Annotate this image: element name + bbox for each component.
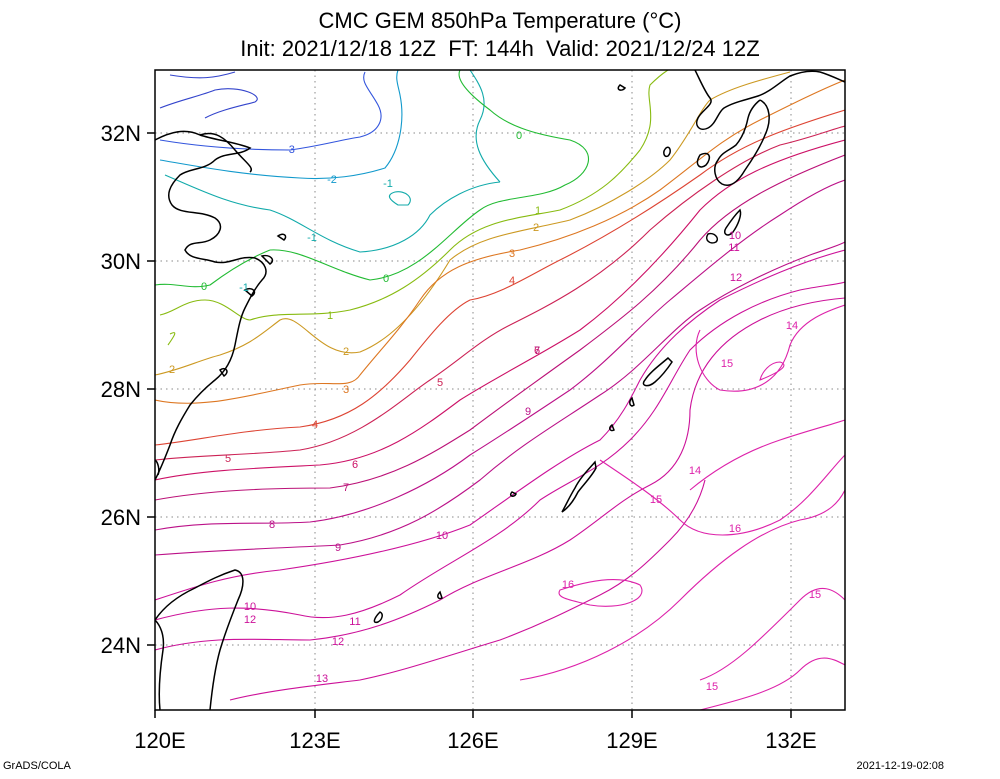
lon-label-126e: 126E [447, 728, 498, 753]
contour-label: 0 [383, 273, 389, 285]
contour-label: 0 [201, 281, 207, 293]
contour-label: 10 [729, 230, 741, 242]
footer-timestamp: 2021-12-19-02:08 [856, 760, 944, 772]
lat-label-30n: 30N [101, 249, 141, 274]
contour-label: 2 [533, 222, 539, 234]
contour-label: 10 [244, 601, 256, 613]
contour-label: 4 [312, 419, 318, 431]
contour-label: 12 [332, 636, 344, 648]
contour-label: 15 [721, 358, 733, 370]
contour-label: 12 [244, 614, 256, 626]
contour-label: 9 [335, 542, 341, 554]
contour-labels: -3-2 -1-1-1000112223344556677899101010111… [169, 130, 821, 693]
map-subtitle: Init: 2021/12/18 12Z FT: 144h Valid: 202… [240, 36, 760, 61]
contour-label: 5 [225, 453, 231, 465]
contour-label: 1 [535, 205, 541, 217]
contour-label: 5 [437, 377, 443, 389]
contour-label: 15 [809, 589, 821, 601]
map-title: CMC GEM 850hPa Temperature (°C) [318, 8, 682, 33]
grid-lines [155, 70, 845, 710]
contour-label: 9 [525, 406, 531, 418]
contour-label: 14 [689, 465, 701, 477]
contour-label: 1 [327, 310, 333, 322]
contour-label: 14 [786, 320, 798, 332]
contour-label: 16 [562, 579, 574, 591]
contour-label: 6 [352, 459, 358, 471]
contour-label: 2 [343, 346, 349, 358]
lat-label-32n: 32N [101, 121, 141, 146]
lon-label-129e: 129E [606, 728, 657, 753]
lon-label-132e: 132E [765, 728, 816, 753]
contour-label: 2 [169, 364, 175, 376]
map-frame [154, 69, 846, 711]
lat-label-28n: 28N [101, 377, 141, 402]
lat-label-24n: 24N [101, 633, 141, 658]
contour-label: 12 [730, 272, 742, 284]
contour-label: 10 [436, 530, 448, 542]
contour-label: 8 [269, 519, 275, 531]
contour-label: -1 [239, 282, 249, 294]
lon-label-123e: 123E [289, 728, 340, 753]
contour-label: 7 [343, 482, 349, 494]
contour-label: 6 [534, 345, 540, 357]
lon-label-120e: 120E [134, 728, 185, 753]
contour-label: 7 [534, 345, 540, 357]
contour-label: 3 [343, 384, 349, 396]
contour-label: -1 [383, 178, 393, 190]
axis-ticks [147, 132, 792, 718]
contour-label: 3 [509, 248, 515, 260]
contour-label: 15 [706, 681, 718, 693]
contour-label: -3 [285, 144, 295, 156]
contour-label: -2 [327, 174, 337, 186]
contour-label: -1 [307, 232, 317, 244]
contour-label: 13 [316, 673, 328, 685]
footer-credit: GrADS/COLA [3, 760, 71, 772]
coastlines [155, 70, 845, 710]
contour-label: 0 [516, 130, 522, 142]
isotherms [155, 70, 845, 710]
contour-label: 15 [650, 494, 662, 506]
contour-label: 16 [729, 523, 741, 535]
contour-label: 4 [509, 275, 515, 287]
contour-label: 11 [349, 616, 360, 628]
lat-label-26n: 26N [101, 505, 141, 530]
contour-label: 11 [728, 242, 739, 254]
